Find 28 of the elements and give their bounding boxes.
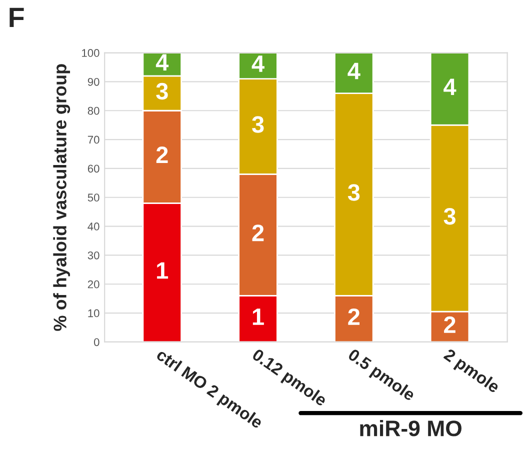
y-tick-label: 40: [88, 222, 100, 230]
text: 2: [156, 146, 168, 163]
text: 4: [348, 62, 360, 80]
text: 2: [252, 224, 264, 242]
series-label: 3: [156, 82, 168, 100]
y-tick-label: 50: [88, 194, 100, 202]
text: 1: [157, 262, 168, 279]
text: 3: [348, 184, 360, 201]
series-label: 4: [156, 54, 169, 70]
text: F: [10, 8, 24, 28]
text: 3: [444, 208, 456, 225]
y-tick-label: 20: [88, 280, 100, 288]
y-tick-label: 90: [88, 78, 100, 86]
y-tick-label: 60: [88, 164, 100, 173]
text: 3: [252, 116, 264, 133]
y-tick-label: 30: [88, 251, 100, 260]
text: 4: [444, 78, 456, 96]
series-label: 1: [252, 308, 264, 325]
y-tick-label: 80: [88, 106, 100, 115]
y-tick-label: 0: [94, 338, 100, 346]
series-label: 2: [444, 316, 456, 333]
text: miR-9 MO: [360, 420, 462, 436]
y-tick-label: 100: [82, 49, 100, 57]
text: 4: [252, 56, 264, 72]
y-axis-title: % of hyaloid vasculature group: [53, 64, 70, 331]
y-tick-label: 10: [88, 309, 100, 318]
text: 2: [348, 308, 360, 325]
y-tick-label: 70: [88, 136, 100, 144]
